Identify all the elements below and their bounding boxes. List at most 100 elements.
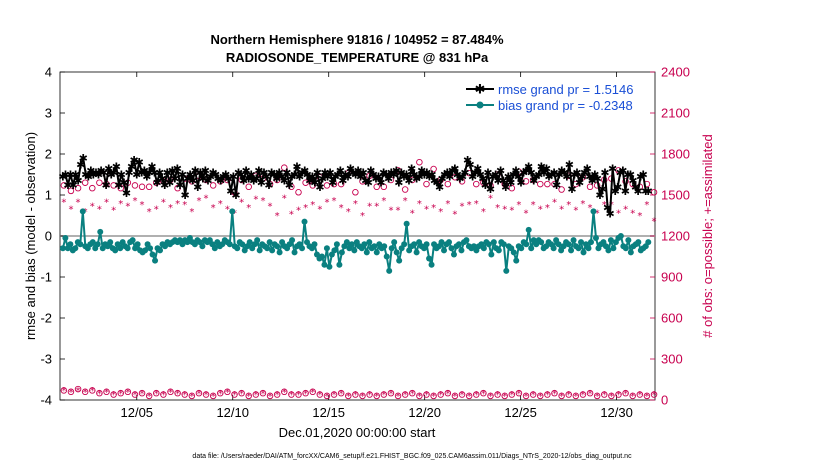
rmse-point: ✱ [252, 173, 261, 186]
y-right-tick-label: 2400 [661, 65, 690, 80]
rmse-point: ✱ [91, 166, 100, 179]
rmse-point: ✱ [547, 169, 556, 182]
rmse-point: ✱ [180, 189, 189, 202]
rmse-point: ✱ [562, 171, 571, 184]
rmse-point: ✱ [631, 181, 640, 194]
possible-obs-point [473, 391, 480, 398]
assimilated-obs-point: * [196, 389, 201, 400]
assimilated-obs-point: * [637, 390, 642, 401]
rmse-point: ✱ [379, 166, 388, 179]
assimilated-obs-point: * [545, 390, 550, 401]
bias-point [485, 241, 492, 248]
possible-obs-point [288, 391, 295, 398]
bias-point [455, 241, 462, 248]
bias-point [441, 247, 448, 254]
assimilated-obs-point: * [609, 392, 614, 403]
assimilated-obs-point: * [303, 389, 308, 400]
rmse-point: ✱ [333, 169, 342, 182]
rmse-line [62, 157, 649, 215]
assimilated-obs-point: * [573, 392, 578, 403]
possible-obs-point [366, 391, 373, 398]
assimilated-obs-point: * [317, 390, 322, 401]
rmse-point: ✱ [158, 173, 167, 186]
assimilated-obs-point: * [289, 390, 294, 401]
legend-rmse-marker: ✱ [475, 83, 486, 98]
possible-obs-point [601, 391, 608, 398]
rmse-point: ✱ [567, 183, 576, 196]
rmse-point: ✱ [410, 169, 419, 182]
rmse-point: ✱ [308, 171, 317, 184]
rmse-point: ✱ [476, 169, 485, 182]
rmse-point: ✱ [633, 185, 642, 198]
left-axis-ticks: -4 -3 -2 -1 0 1 2 3 4 [40, 65, 65, 408]
bias-point [525, 226, 532, 233]
possible-obs-point [224, 388, 231, 396]
x-tick-label: 12/15 [312, 405, 345, 420]
bias-point [274, 243, 281, 250]
rmse-point: ✱ [152, 177, 161, 190]
rmse-point: ✱ [389, 169, 398, 182]
assimilated-obs-point: * [76, 386, 81, 397]
rmse-point: ✱ [621, 185, 630, 198]
rmse-point: ✱ [183, 173, 192, 186]
assimilated-obs-point: * [239, 389, 244, 400]
rmse-point: ✱ [140, 164, 149, 177]
rmse-point: ✱ [402, 169, 411, 182]
assimilated-obs-point: * [424, 204, 429, 215]
rmse-point: ✱ [481, 179, 490, 192]
bias-point [72, 245, 79, 252]
rmse-point: ✱ [450, 162, 459, 175]
rmse-point: ✱ [86, 164, 95, 177]
rmse-point: ✱ [178, 169, 187, 182]
rmse-point: ✱ [382, 169, 391, 182]
possible-obs-point [309, 388, 316, 396]
possible-obs-point [522, 178, 530, 185]
assimilated-obs-point: * [460, 390, 465, 401]
rmse-point: ✱ [394, 177, 403, 190]
y-axis-label: rmse and bias (model - observation) [23, 132, 38, 340]
possible-obs-point [160, 391, 167, 398]
possible-obs-point [252, 391, 260, 398]
rmse-point: ✱ [361, 175, 370, 188]
assimilated-obs-point: * [602, 390, 607, 401]
possible-obs-point [444, 389, 452, 397]
assimilated-obs-point: * [524, 208, 529, 219]
bias-point [510, 249, 517, 256]
possible-obs-point [352, 189, 359, 196]
bias-point [62, 235, 69, 242]
rmse-point: ✱ [112, 160, 121, 173]
assimilated-obs-point: * [132, 196, 137, 207]
rmse-point: ✱ [214, 173, 223, 186]
possible-obs-point [74, 184, 82, 192]
possible-obs-point [302, 179, 309, 186]
y-right-tick-label: 300 [661, 352, 683, 367]
assimilated-obs-point: * [260, 196, 265, 207]
assimilated-obs-point: * [538, 204, 543, 215]
rmse-point: ✱ [135, 156, 144, 169]
rmse-point: ✱ [191, 164, 200, 177]
assimilated-obs-point: * [559, 392, 564, 403]
legend-bias-label: bias grand pr = -0.2348 [498, 98, 633, 113]
assimilated-obs-point: * [623, 204, 628, 215]
rmse-point: ✱ [142, 171, 151, 184]
bias-point [124, 245, 131, 252]
rmse-point: ✱ [292, 160, 301, 173]
rmse-point: ✱ [425, 171, 434, 184]
possible-obs-point [501, 392, 508, 400]
assimilated-obs-point: * [388, 206, 393, 217]
possible-obs-point [643, 392, 651, 400]
possible-obs-point [302, 389, 309, 397]
rmse-point: ✱ [341, 169, 350, 182]
assimilated-obs-point: * [232, 390, 237, 401]
rmse-point: ✱ [354, 164, 363, 177]
rmse-point: ✱ [102, 179, 111, 192]
possible-obs-point [231, 391, 238, 398]
x-tick-label: 12/25 [504, 405, 537, 420]
assimilated-obs-point: * [445, 199, 450, 210]
bias-point [403, 220, 410, 227]
rmse-point: ✱ [572, 166, 581, 179]
rmse-point: ✱ [404, 175, 413, 188]
possible-obs-point [508, 184, 516, 192]
assimilated-obs-point: * [566, 390, 571, 401]
assimilated-obs-point: * [374, 392, 379, 403]
